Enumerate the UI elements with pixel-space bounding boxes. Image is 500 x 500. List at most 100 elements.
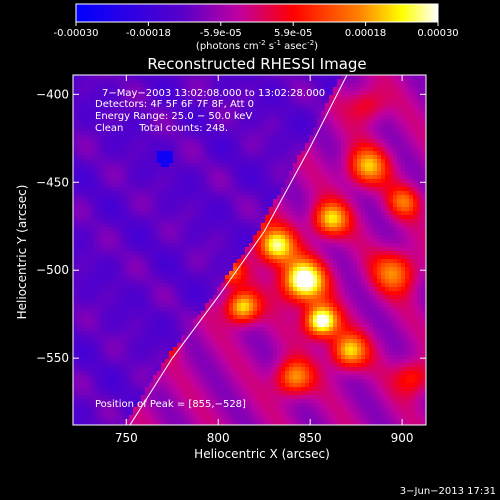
- heatmap-cell: [333, 143, 337, 147]
- heatmap-cell: [125, 255, 129, 259]
- heatmap-cell: [337, 159, 341, 163]
- heatmap-cell: [169, 271, 173, 275]
- heatmap-cell: [169, 183, 173, 187]
- heatmap-cell: [361, 239, 365, 243]
- heatmap-cell: [265, 287, 269, 291]
- heatmap-cell: [293, 99, 297, 103]
- heatmap-cell: [141, 123, 145, 127]
- heatmap-cell: [365, 75, 369, 79]
- heatmap-cell: [361, 283, 365, 287]
- heatmap-cell: [149, 99, 153, 103]
- heatmap-cell: [325, 279, 329, 283]
- heatmap-cell: [321, 259, 325, 263]
- heatmap-cell: [397, 111, 401, 115]
- heatmap-cell: [313, 87, 317, 91]
- heatmap-cell: [93, 127, 97, 131]
- heatmap-cell: [173, 291, 177, 295]
- heatmap-cell: [421, 183, 425, 187]
- heatmap-cell: [409, 219, 413, 223]
- heatmap-cell: [381, 79, 385, 83]
- heatmap-cell: [261, 215, 265, 219]
- heatmap-cell: [193, 191, 197, 195]
- heatmap-cell: [381, 231, 385, 235]
- heatmap-cell: [361, 267, 365, 271]
- heatmap-cell: [125, 215, 129, 219]
- heatmap-cell: [369, 95, 373, 99]
- heatmap-cell: [353, 235, 357, 239]
- heatmap-cell: [297, 167, 301, 171]
- heatmap-cell: [241, 219, 245, 223]
- heatmap-cell: [409, 275, 413, 279]
- heatmap-cell: [157, 159, 161, 163]
- heatmap-cell: [257, 135, 261, 139]
- heatmap-cell: [141, 151, 145, 155]
- heatmap-cell: [73, 103, 77, 107]
- heatmap-cell: [353, 123, 357, 127]
- heatmap-cell: [177, 79, 181, 83]
- heatmap-cell: [129, 279, 133, 283]
- heatmap-cell: [205, 95, 209, 99]
- heatmap-cell: [273, 111, 277, 115]
- heatmap-cell: [341, 219, 345, 223]
- heatmap-cell: [197, 83, 201, 87]
- heatmap-cell: [241, 99, 245, 103]
- heatmap-cell: [257, 295, 261, 299]
- heatmap-cell: [185, 163, 189, 167]
- heatmap-cell: [205, 279, 209, 283]
- heatmap-cell: [349, 223, 353, 227]
- heatmap-cell: [385, 107, 389, 111]
- heatmap-cell: [345, 139, 349, 143]
- heatmap-cell: [149, 283, 153, 287]
- heatmap-cell: [329, 151, 333, 155]
- heatmap-cell: [277, 251, 281, 255]
- heatmap-cell: [141, 251, 145, 255]
- heatmap-cell: [93, 103, 97, 107]
- heatmap-cell: [261, 183, 265, 187]
- heatmap-cell: [217, 291, 221, 295]
- heatmap-cell: [149, 151, 153, 155]
- heatmap-cell: [293, 187, 297, 191]
- heatmap-cell: [97, 211, 101, 215]
- heatmap-cell: [193, 227, 197, 231]
- heatmap-cell: [401, 199, 405, 203]
- heatmap-cell: [313, 191, 317, 195]
- heatmap-cell: [349, 195, 353, 199]
- heatmap-cell: [101, 215, 105, 219]
- heatmap-cell: [269, 239, 273, 243]
- heatmap-cell: [141, 287, 145, 291]
- heatmap-cell: [417, 91, 421, 95]
- heatmap-cell: [333, 91, 337, 95]
- heatmap-cell: [253, 235, 257, 239]
- heatmap-cell: [89, 175, 93, 179]
- heatmap-cell: [181, 207, 185, 211]
- heatmap-cell: [353, 159, 357, 163]
- heatmap-cell: [261, 247, 265, 251]
- heatmap-cell: [369, 83, 373, 87]
- heatmap-cell: [289, 203, 293, 207]
- heatmap-cell: [133, 243, 137, 247]
- heatmap-cell: [345, 239, 349, 243]
- heatmap-cell: [185, 223, 189, 227]
- heatmap-cell: [333, 159, 337, 163]
- heatmap-cell: [389, 275, 393, 279]
- heatmap-cell: [257, 259, 261, 263]
- heatmap-cell: [93, 267, 97, 271]
- heatmap-cell: [265, 271, 269, 275]
- heatmap-cell: [205, 167, 209, 171]
- heatmap-cell: [165, 195, 169, 199]
- heatmap-cell: [177, 127, 181, 131]
- heatmap-cell: [341, 291, 345, 295]
- heatmap-cell: [373, 203, 377, 207]
- heatmap-cell: [137, 167, 141, 171]
- heatmap-cell: [313, 263, 317, 267]
- heatmap-cell: [189, 119, 193, 123]
- heatmap-cell: [137, 95, 141, 99]
- heatmap-cell: [397, 235, 401, 239]
- heatmap-cell: [281, 227, 285, 231]
- heatmap-cell: [377, 283, 381, 287]
- heatmap-cell: [305, 287, 309, 291]
- heatmap-cell: [421, 235, 425, 239]
- heatmap-cell: [109, 207, 113, 211]
- heatmap-cell: [113, 279, 117, 283]
- heatmap-cell: [229, 135, 233, 139]
